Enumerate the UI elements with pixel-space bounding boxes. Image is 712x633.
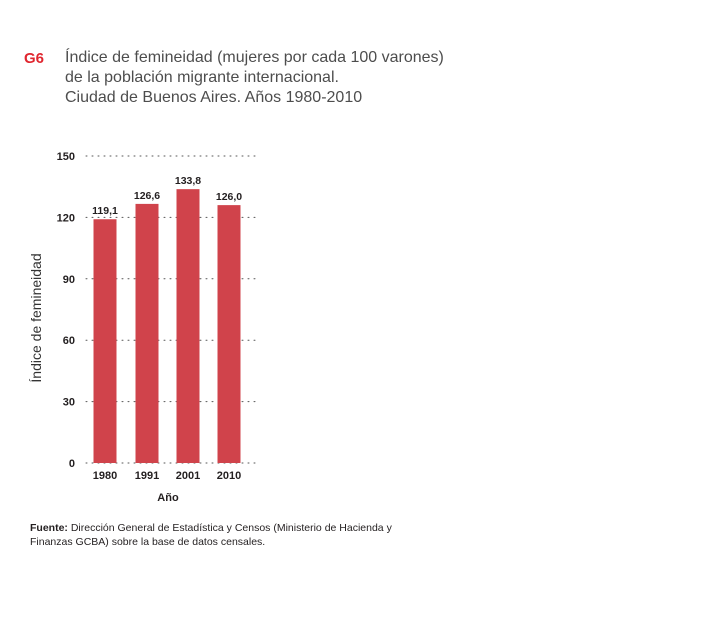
bar xyxy=(93,219,117,463)
x-tick-label: 1980 xyxy=(93,470,117,482)
y-tick-label: 90 xyxy=(63,274,75,286)
bar xyxy=(217,205,241,463)
bar xyxy=(135,203,159,463)
y-tick-label: 150 xyxy=(57,151,75,163)
source-text: Dirección General de Estadística y Censo… xyxy=(30,522,392,548)
chart-title: Índice de femineidad (mujeres por cada 1… xyxy=(65,48,485,108)
data-label: 126,6 xyxy=(134,190,160,202)
data-label: 126,0 xyxy=(216,191,242,203)
source-note: Fuente: Dirección General de Estadística… xyxy=(30,521,430,549)
y-axis-title: Índice de femineidad xyxy=(28,253,44,382)
y-tick-label: 30 xyxy=(63,397,75,409)
y-tick-label: 60 xyxy=(63,335,75,347)
source-label: Fuente: xyxy=(30,522,68,534)
chart-title-line-3: Ciudad de Buenos Aires. Años 1980-2010 xyxy=(65,89,363,106)
chart-title-line-1: Índice de femineidad (mujeres por cada 1… xyxy=(65,49,444,66)
bar xyxy=(176,189,200,463)
x-tick-label: 1991 xyxy=(135,470,159,482)
x-tick-label: 2001 xyxy=(176,470,200,482)
chart-title-line-2: de la población migrante internacional. xyxy=(65,69,339,86)
figure-code: G6 xyxy=(24,50,45,67)
x-tick-label: 2010 xyxy=(217,470,241,482)
y-tick-label: 0 xyxy=(69,458,75,470)
data-label: 119,1 xyxy=(92,205,118,217)
data-label: 133,8 xyxy=(175,175,201,187)
x-axis-title: Año xyxy=(157,492,179,504)
y-tick-label: 120 xyxy=(57,212,75,224)
